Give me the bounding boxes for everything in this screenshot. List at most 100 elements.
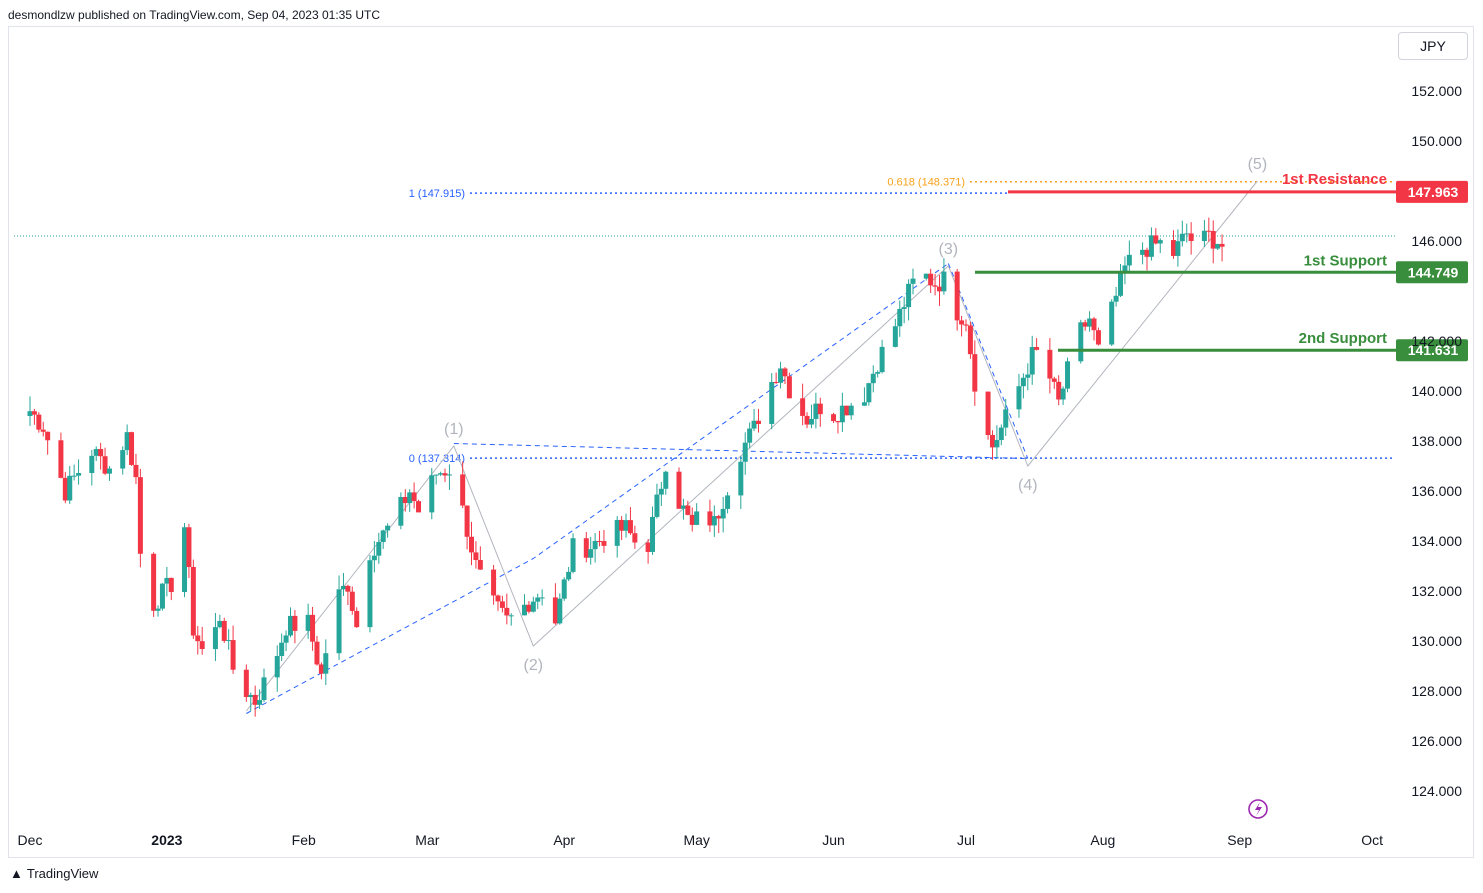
candle-body[interactable] bbox=[817, 403, 823, 415]
candle-body[interactable] bbox=[98, 449, 104, 457]
candle-body[interactable] bbox=[504, 607, 510, 616]
candle-body[interactable] bbox=[725, 495, 731, 509]
candle-body[interactable] bbox=[1210, 231, 1216, 249]
candle-body[interactable] bbox=[1113, 295, 1119, 302]
candle-body[interactable] bbox=[1201, 230, 1207, 242]
candle-body[interactable] bbox=[738, 461, 744, 496]
candle-body[interactable] bbox=[1025, 374, 1031, 378]
candle-body[interactable] bbox=[283, 635, 289, 643]
candle-body[interactable] bbox=[570, 538, 576, 572]
candle-body[interactable] bbox=[438, 473, 444, 475]
candle-body[interactable] bbox=[190, 566, 196, 636]
candle-body[interactable] bbox=[292, 615, 298, 631]
fib-channel-line[interactable] bbox=[453, 443, 1028, 459]
candle-body[interactable] bbox=[477, 560, 483, 570]
candle-body[interactable] bbox=[279, 642, 285, 657]
candle-body[interactable] bbox=[645, 542, 651, 552]
candle-body[interactable] bbox=[755, 420, 761, 424]
candle-body[interactable] bbox=[1206, 230, 1212, 232]
candle-body[interactable] bbox=[159, 583, 165, 609]
candle-body[interactable] bbox=[464, 505, 470, 537]
candle-body[interactable] bbox=[879, 346, 885, 373]
candle-body[interactable] bbox=[1003, 409, 1009, 428]
candle-body[interactable] bbox=[1215, 243, 1221, 249]
candle-body[interactable] bbox=[539, 597, 545, 599]
candle-body[interactable] bbox=[897, 308, 903, 327]
candle-body[interactable] bbox=[676, 471, 682, 509]
candle-body[interactable] bbox=[720, 508, 726, 519]
candle-body[interactable] bbox=[212, 627, 218, 650]
candle-body[interactable] bbox=[345, 585, 351, 592]
candle-body[interactable] bbox=[923, 273, 929, 279]
candle-body[interactable] bbox=[1175, 241, 1181, 256]
candle-body[interactable] bbox=[707, 511, 713, 526]
candle-body[interactable] bbox=[371, 555, 377, 561]
candle-body[interactable] bbox=[398, 497, 404, 526]
candle-body[interactable] bbox=[663, 471, 669, 489]
candle-body[interactable] bbox=[1109, 301, 1115, 345]
candle-body[interactable] bbox=[1157, 240, 1163, 244]
candle-body[interactable] bbox=[102, 456, 108, 474]
lightning-icon[interactable] bbox=[1248, 799, 1268, 819]
candle-body[interactable] bbox=[58, 440, 64, 478]
candle-body[interactable] bbox=[526, 604, 532, 612]
candle-body[interactable] bbox=[76, 473, 82, 476]
candle-body[interactable] bbox=[137, 477, 143, 554]
candle-body[interactable] bbox=[195, 635, 201, 642]
candle-body[interactable] bbox=[844, 405, 850, 416]
candle-body[interactable] bbox=[133, 464, 139, 478]
candle-body[interactable] bbox=[495, 595, 501, 602]
candle-body[interactable] bbox=[407, 492, 413, 504]
candle-body[interactable] bbox=[385, 525, 391, 531]
candle-body[interactable] bbox=[831, 414, 837, 422]
candle-body[interactable] bbox=[376, 541, 382, 556]
candle-body[interactable] bbox=[1016, 386, 1022, 410]
candle-body[interactable] bbox=[751, 420, 757, 429]
fib-channel-line[interactable] bbox=[246, 263, 949, 714]
candle-body[interactable] bbox=[632, 533, 638, 543]
candle-body[interactable] bbox=[530, 601, 536, 612]
candle-body[interactable] bbox=[1126, 254, 1132, 266]
candle-body[interactable] bbox=[323, 653, 329, 674]
candle-body[interactable] bbox=[1153, 235, 1159, 244]
candle-body[interactable] bbox=[619, 519, 625, 531]
candle-body[interactable] bbox=[614, 519, 620, 546]
candle-body[interactable] bbox=[654, 494, 660, 517]
candle-body[interactable] bbox=[804, 415, 810, 425]
candle-body[interactable] bbox=[685, 505, 691, 515]
candle-body[interactable] bbox=[910, 278, 916, 284]
candle-body[interactable] bbox=[314, 641, 320, 665]
candle-body[interactable] bbox=[1051, 378, 1057, 382]
candle-body[interactable] bbox=[680, 505, 686, 509]
candle-body[interactable] bbox=[508, 615, 514, 617]
candle-body[interactable] bbox=[1170, 240, 1176, 256]
candle-body[interactable] bbox=[989, 434, 995, 448]
candle-body[interactable] bbox=[583, 538, 589, 558]
candle-body[interactable] bbox=[380, 530, 386, 542]
candle-body[interactable] bbox=[336, 589, 342, 654]
candle-body[interactable] bbox=[429, 475, 435, 513]
candle-body[interactable] bbox=[936, 286, 942, 292]
candle-body[interactable] bbox=[416, 501, 422, 513]
candle-body[interactable] bbox=[252, 694, 258, 705]
candle-body[interactable] bbox=[800, 398, 806, 416]
candle-body[interactable] bbox=[959, 320, 965, 325]
candle-body[interactable] bbox=[627, 520, 633, 534]
candle-body[interactable] bbox=[861, 402, 867, 406]
candle-body[interactable] bbox=[566, 571, 572, 580]
candle-body[interactable] bbox=[411, 492, 417, 502]
candle-body[interactable] bbox=[31, 411, 37, 415]
candle-body[interactable] bbox=[1118, 271, 1124, 296]
candle-body[interactable] bbox=[318, 664, 324, 674]
candle-body[interactable] bbox=[230, 640, 236, 670]
candle-body[interactable] bbox=[998, 427, 1004, 441]
candle-body[interactable] bbox=[892, 326, 898, 347]
candle-body[interactable] bbox=[875, 372, 881, 374]
candle-body[interactable] bbox=[93, 449, 99, 456]
candle-body[interactable] bbox=[36, 414, 42, 430]
fib-channel-line[interactable] bbox=[947, 263, 1029, 459]
candle-body[interactable] bbox=[168, 577, 174, 593]
candle-body[interactable] bbox=[967, 325, 973, 355]
candle-body[interactable] bbox=[45, 431, 51, 441]
candle-body[interactable] bbox=[473, 552, 479, 561]
